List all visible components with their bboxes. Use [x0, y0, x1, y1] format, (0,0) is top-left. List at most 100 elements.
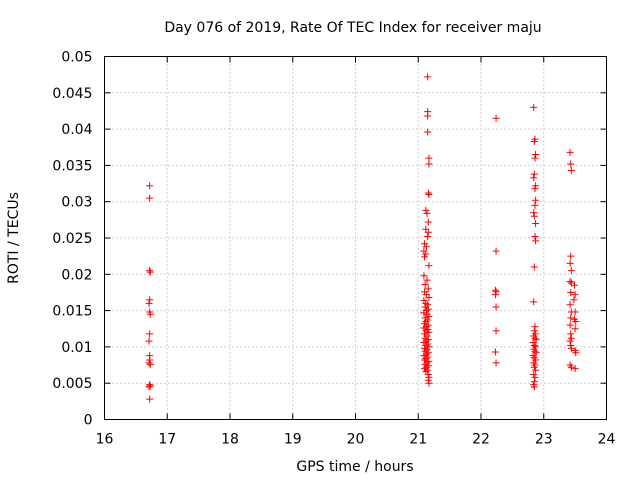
data-point: [425, 294, 433, 302]
data-point: [146, 182, 154, 190]
data-point: [567, 314, 575, 322]
data-point: [146, 194, 154, 202]
data-point: [146, 268, 154, 276]
data-point: [424, 73, 432, 81]
data-point: [567, 160, 575, 168]
x-tick-label: 20: [347, 432, 365, 448]
y-tick-label: 0: [84, 413, 93, 429]
x-axis-title: GPS time / hours: [296, 459, 413, 475]
data-point: [531, 334, 539, 342]
x-tick-label: 16: [96, 432, 114, 448]
data-point: [530, 263, 538, 271]
data-point: [146, 360, 154, 368]
data-point: [530, 341, 538, 349]
data-point: [567, 267, 575, 275]
x-axis-ticks: 16 17 18 19 20 21 22 23 24: [96, 56, 615, 448]
data-point: [531, 201, 539, 209]
data-point: [531, 347, 539, 355]
data-points: [145, 73, 580, 403]
data-point: [421, 360, 429, 368]
data-point: [425, 160, 433, 168]
data-point: [146, 267, 154, 275]
data-point: [146, 330, 154, 338]
data-point: [424, 218, 432, 226]
data-point: [530, 212, 538, 220]
data-point: [146, 382, 154, 390]
data-point: [422, 243, 430, 251]
data-point: [566, 278, 574, 286]
data-point: [491, 348, 499, 356]
data-point: [530, 298, 538, 306]
data-point: [531, 233, 539, 241]
y-tick-label: 0.03: [61, 195, 92, 211]
data-point: [421, 334, 429, 342]
data-point: [425, 190, 433, 198]
data-point: [530, 370, 538, 378]
x-tick-label: 22: [472, 432, 490, 448]
data-point: [571, 291, 579, 299]
data-point: [492, 288, 500, 296]
data-point: [424, 112, 432, 120]
data-point: [145, 383, 153, 391]
data-point: [420, 309, 428, 317]
data-point: [532, 237, 540, 245]
data-point: [530, 209, 538, 217]
grid-lines: [104, 56, 607, 420]
data-point: [530, 103, 538, 111]
y-tick-label: 0.01: [61, 340, 92, 356]
data-point: [567, 252, 575, 260]
data-point: [492, 114, 500, 122]
data-point: [567, 166, 575, 174]
x-tick-label: 18: [221, 432, 239, 448]
data-point: [566, 337, 574, 345]
data-point: [422, 250, 430, 258]
plot-frame: [104, 56, 607, 420]
data-point: [572, 349, 580, 357]
data-point: [425, 312, 433, 320]
data-point: [421, 253, 429, 261]
data-point: [532, 196, 540, 204]
data-point: [532, 219, 540, 227]
x-tick-label: 19: [284, 432, 302, 448]
data-point: [566, 301, 574, 309]
x-tick-label: 23: [535, 432, 553, 448]
chart-title: Day 076 of 2019, Rate Of TEC Index for r…: [164, 20, 541, 36]
data-point: [423, 209, 431, 217]
data-point: [530, 170, 538, 178]
data-point: [492, 303, 500, 311]
data-point: [567, 334, 575, 342]
data-point: [566, 148, 574, 156]
data-point: [530, 383, 538, 391]
data-point: [145, 359, 153, 367]
data-point: [146, 395, 154, 403]
data-point: [425, 262, 433, 270]
data-point: [492, 327, 500, 335]
data-point: [422, 355, 430, 363]
data-point: [567, 344, 575, 352]
data-point: [491, 291, 499, 299]
data-point: [570, 281, 578, 289]
data-point: [529, 339, 537, 347]
data-point: [531, 185, 539, 193]
data-point: [145, 337, 153, 345]
y-tick-label: 0.04: [61, 122, 92, 138]
data-point: [146, 310, 154, 318]
data-point: [572, 317, 580, 325]
data-point: [530, 137, 538, 145]
data-point: [570, 296, 578, 304]
y-tick-label: 0.005: [52, 376, 92, 392]
y-tick-label: 0.035: [52, 158, 92, 174]
data-point: [424, 376, 432, 384]
data-point: [424, 228, 432, 236]
data-point: [530, 363, 538, 371]
data-point: [530, 327, 538, 335]
data-point: [424, 233, 432, 241]
data-point: [425, 379, 433, 387]
y-tick-label: 0.015: [52, 304, 92, 320]
x-tick-label: 17: [158, 432, 176, 448]
y-tick-label: 0.05: [61, 50, 92, 66]
data-point: [423, 276, 431, 284]
y-tick-label: 0.02: [61, 267, 92, 283]
data-point: [530, 174, 538, 182]
